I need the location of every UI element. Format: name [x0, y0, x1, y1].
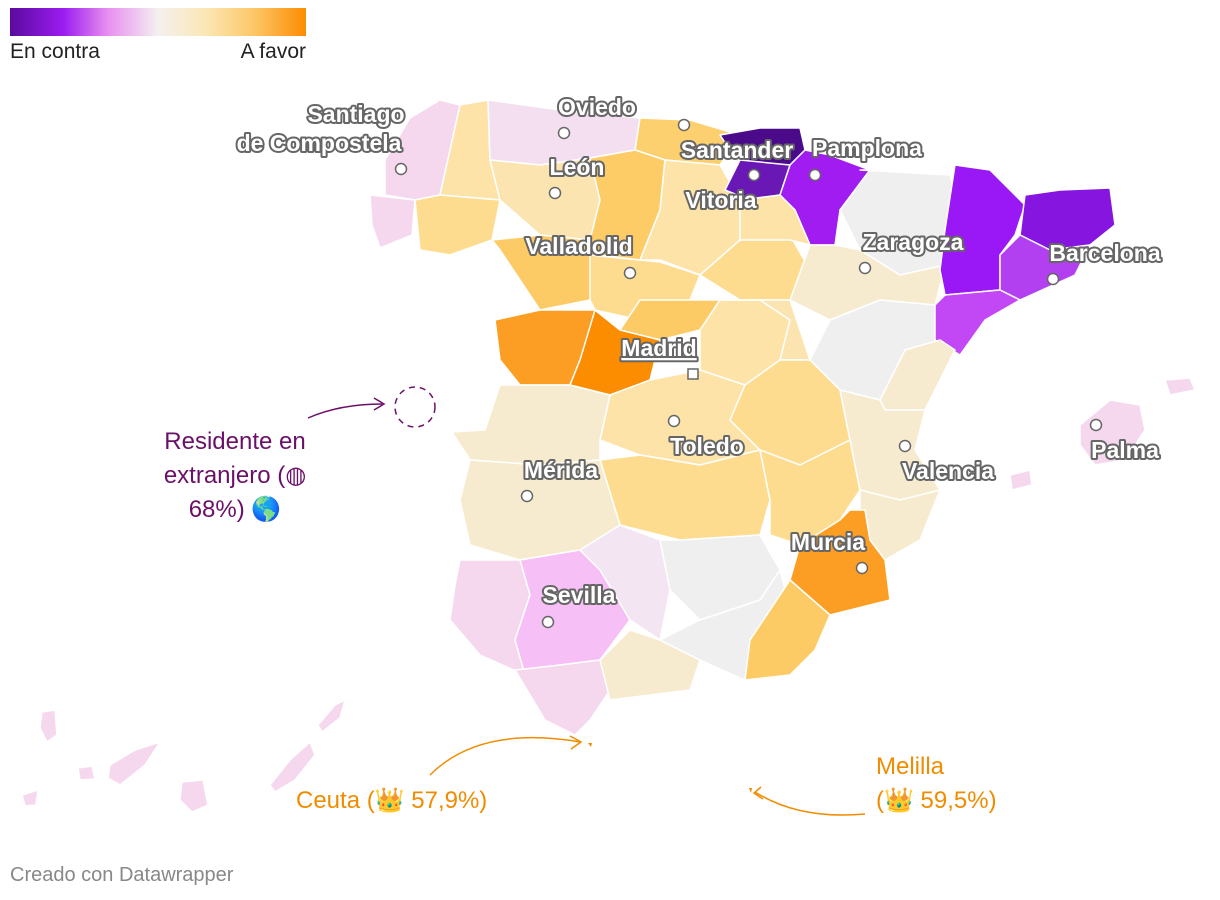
region-canarias-hierro[interactable] — [21, 789, 39, 807]
residente-arrowhead — [373, 397, 386, 411]
annotation-melilla-line-1: Melilla — [876, 753, 945, 780]
city-dot-valencia — [898, 439, 912, 453]
melilla-arrowhead — [752, 786, 764, 800]
city-label-oviedo: Oviedo — [558, 94, 636, 120]
city-label-toledo: Toledo — [670, 433, 744, 459]
city-dot-barcelona — [1046, 272, 1060, 286]
city-dot-toledo — [667, 414, 681, 428]
melilla-marker — [749, 788, 752, 793]
region-cadiz[interactable] — [514, 659, 611, 736]
region-mallorca[interactable] — [1079, 399, 1146, 466]
capital-marker-madrid — [687, 368, 699, 380]
city-dot-palma — [1089, 418, 1103, 432]
region-barcelona[interactable] — [999, 234, 1091, 301]
city-label-zaragoza: Zaragoza — [863, 229, 964, 255]
city-dot-valladolid — [623, 266, 637, 280]
city-dot-santiago — [394, 162, 408, 176]
region-almeria[interactable] — [744, 579, 831, 681]
city-label-santander: Santander — [681, 137, 794, 163]
ceuta-arrow — [429, 736, 581, 776]
annotation-residente-extranjero: Residente en extranjero (◍ 68%) 🌎 — [140, 425, 330, 527]
city-dot-murcia — [855, 561, 869, 575]
ceuta-arrowhead — [569, 735, 583, 750]
residente-arrow — [307, 403, 383, 419]
annotation-melilla: Melilla (👑 59,5%) — [876, 750, 997, 818]
annotation-ceuta: Ceuta (👑 57,9%) — [296, 787, 488, 814]
city-label-madrid: Madrid — [621, 335, 696, 361]
legend-label-against: En contra — [10, 40, 100, 63]
city-dot-leon — [548, 186, 562, 200]
region-menorca[interactable] — [1164, 377, 1196, 396]
city-label-santiago-2: de Compostela — [237, 130, 402, 156]
city-dot-vitoria — [747, 168, 761, 182]
region-cordoba[interactable] — [579, 524, 671, 641]
region-canarias-gomera[interactable] — [77, 765, 96, 781]
region-canarias-tenerife[interactable] — [107, 741, 161, 786]
region-canarias-fuerteventura[interactable] — [269, 741, 316, 793]
city-label-barcelona: Barcelona — [1049, 240, 1160, 266]
city-label-valencia: Valencia — [902, 458, 994, 484]
region-canarias-la-palma[interactable] — [39, 709, 58, 743]
city-dot-zaragoza — [858, 261, 872, 275]
annotation-residente-line-2: extranjero (◍ — [163, 462, 307, 489]
legend-gradient-bar — [10, 8, 306, 36]
city-label-santiago: Santiago — [307, 101, 404, 127]
city-label-sevilla: Sevilla — [543, 582, 616, 608]
region-valencia[interactable] — [839, 389, 941, 501]
color-legend: En contra A favor — [10, 8, 306, 63]
city-dot-oviedo — [557, 126, 571, 140]
city-dot-santander — [677, 118, 691, 132]
region-ibiza[interactable] — [1009, 469, 1033, 491]
city-label-vitoria: Vitoria — [685, 187, 756, 213]
region-zaragoza[interactable] — [789, 244, 946, 321]
datawrapper-credit[interactable]: Creado con Datawrapper — [10, 864, 234, 886]
city-label-valladolid: Valladolid — [525, 233, 632, 259]
region-galicia-coast[interactable] — [369, 194, 416, 249]
annotation-melilla-line-2: (👑 59,5%) — [876, 787, 997, 814]
residente-marker — [394, 386, 436, 428]
ceuta-marker — [588, 743, 592, 747]
region-canarias-gran-canaria[interactable] — [179, 779, 209, 813]
city-label-murcia: Murcia — [791, 529, 865, 555]
city-label-pamplona: Pamplona — [812, 135, 922, 161]
region-huelva[interactable] — [449, 559, 531, 676]
region-ourense[interactable] — [414, 194, 501, 256]
annotation-residente-line-1: Residente en — [164, 428, 306, 455]
city-label-palma: Palma — [1091, 437, 1159, 463]
legend-label-favor: A favor — [240, 40, 306, 63]
region-caceres[interactable] — [451, 384, 611, 466]
region-canarias-lanzarote[interactable] — [317, 699, 346, 733]
city-label-leon: León — [550, 154, 605, 180]
region-tarragona[interactable] — [934, 289, 1021, 356]
city-label-merida: Mérida — [524, 457, 598, 483]
melilla-arrow — [754, 791, 866, 816]
city-dot-merida — [520, 489, 534, 503]
city-dot-sevilla — [541, 615, 555, 629]
city-dot-pamplona — [808, 168, 822, 182]
annotation-residente-line-3: 68%) 🌎 — [188, 496, 282, 523]
